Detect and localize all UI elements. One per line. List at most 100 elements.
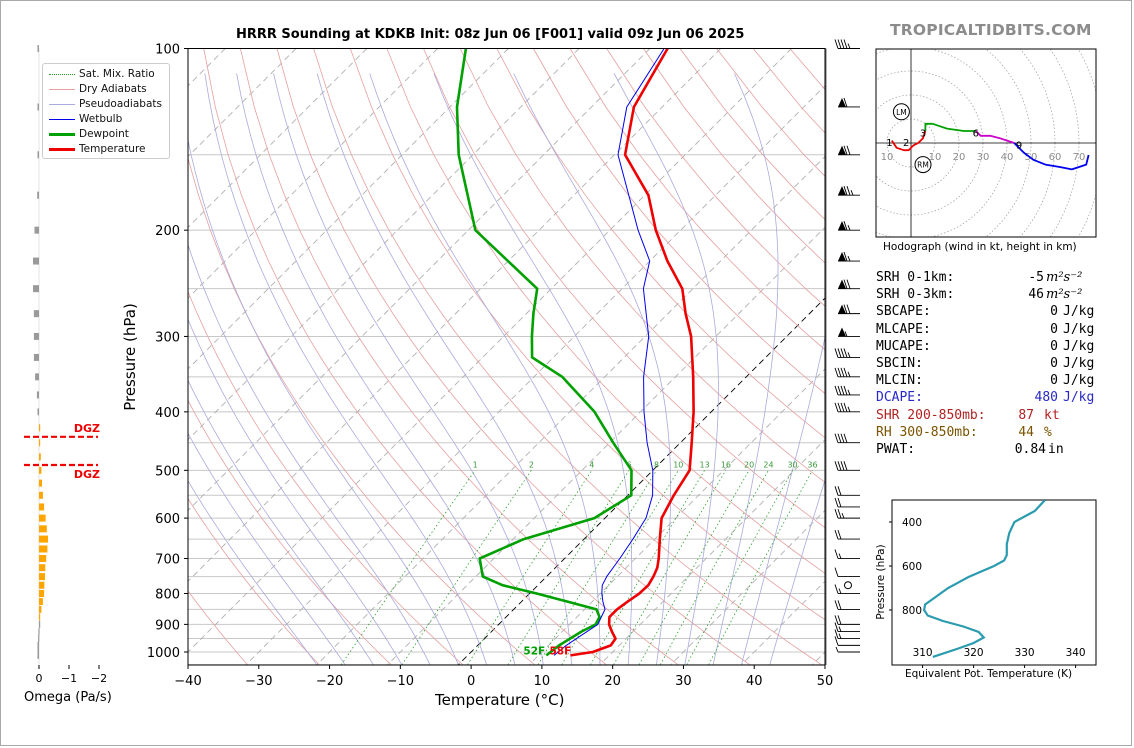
mix-ratio-label: 13 <box>699 460 709 469</box>
index-value: 0 <box>1050 338 1058 354</box>
barb-half <box>835 646 839 653</box>
hodo-series <box>975 130 1015 144</box>
barb-full <box>837 615 842 625</box>
dry-adiabat-line <box>313 48 822 665</box>
barb-full <box>840 385 845 396</box>
pseudoadiabat-line <box>204 73 487 665</box>
barb-full <box>834 486 839 496</box>
theta-y-tick-label: 800 <box>902 605 922 617</box>
omega-bar <box>39 525 47 533</box>
dry-adiabat-line <box>188 290 464 665</box>
barb-full <box>834 385 839 396</box>
omega-bar <box>37 651 39 659</box>
barb-full <box>837 497 842 508</box>
wind-barb <box>838 97 860 108</box>
pseudoadiabat-line <box>188 243 431 665</box>
wind-barb <box>838 251 860 262</box>
index-sbcin: SBCIN: 0 J/kg <box>876 356 1126 373</box>
omega-bar <box>39 545 48 553</box>
isotherm-line <box>457 297 825 665</box>
omega-bar <box>39 453 41 461</box>
mix-ratio-label: 1 <box>473 460 478 469</box>
index-label: RH 300-850mb: <box>876 424 978 440</box>
legend-label: Dry Adiabats <box>79 83 147 95</box>
hodo-series <box>1013 142 1090 171</box>
barb-flag <box>838 186 846 196</box>
barb-half <box>844 331 848 337</box>
hodo-series <box>891 130 927 152</box>
omega-bar <box>33 353 39 361</box>
barb-full <box>837 486 842 496</box>
omega-bar <box>39 598 43 606</box>
barb-half <box>847 406 851 413</box>
pseudoadiabat-line <box>188 379 374 665</box>
index-rh: RH 300-850mb: 44 % <box>876 425 1126 442</box>
wind-barb <box>838 221 860 231</box>
hodo-height-label: 9 <box>1016 140 1022 151</box>
wind-barb <box>834 367 860 378</box>
theta-e-y-label: Pressure (hPa) <box>875 544 887 620</box>
y-axis-label: Pressure (hPa) <box>121 303 139 411</box>
surface-temperature-label: 58F <box>549 645 571 657</box>
index-label: DCAPE: <box>876 390 923 406</box>
isotherm-line <box>188 48 722 582</box>
pseudoadiabat-line <box>188 480 318 665</box>
sat-mix-ratio-line <box>507 470 630 665</box>
index-unit: J/kg <box>1063 355 1095 371</box>
index-unit: J/kg <box>1063 304 1095 320</box>
barb-full <box>834 615 839 625</box>
barb-flag <box>838 279 846 289</box>
hodo-ring-label: 20 <box>953 152 966 163</box>
x-tick-label: 0 <box>467 674 475 689</box>
pseudoadiabat-line <box>741 335 825 665</box>
isotherm-line <box>316 155 825 665</box>
barb-half <box>847 225 851 231</box>
sat-mix-ratio-line <box>638 470 750 665</box>
barb-half <box>838 626 842 632</box>
mix-ratio-label: 10 <box>673 460 683 469</box>
isotherm-line <box>188 48 368 228</box>
wind-barb <box>834 385 860 396</box>
isotherm-line <box>188 48 580 441</box>
barb-full <box>834 567 839 577</box>
legend-label: Dewpoint <box>79 128 129 140</box>
wind-barb <box>834 508 860 519</box>
x-tick-label: −40 <box>174 674 201 689</box>
sat-mix-ratio-line <box>613 470 727 665</box>
sat-mix-ratio-line <box>340 470 476 665</box>
barb-full <box>843 304 848 314</box>
sat-mix-ratio-line <box>467 470 593 665</box>
barb-flag <box>838 145 846 155</box>
legend-swatch <box>49 148 75 151</box>
x-tick-label: 10 <box>534 674 551 689</box>
hodo-ring-label: 10 <box>881 152 894 163</box>
chart-title: HRRR Sounding at KDKB Init: 08z Jun 06 [… <box>236 27 745 42</box>
omega-bar <box>37 641 39 649</box>
barb-flag <box>838 327 846 337</box>
barb-full <box>834 367 839 377</box>
omega-bar <box>38 635 40 643</box>
omega-bar <box>39 503 45 511</box>
x-tick-label: 50 <box>817 674 834 689</box>
isotherm-line <box>387 226 825 665</box>
barb-full <box>846 304 851 314</box>
index-dcape: DCAPE: 480 J/kg <box>876 390 1126 407</box>
barb-flag <box>838 97 846 107</box>
y-tick-label: 600 <box>155 512 180 527</box>
barb-half <box>847 352 851 358</box>
barb-full <box>840 461 845 471</box>
storm-motion-marker <box>892 103 910 121</box>
wind-barb <box>834 348 860 358</box>
index-mucape: MUCAPE: 0 J/kg <box>876 339 1126 356</box>
barb-full <box>834 549 839 559</box>
pseudoadiabat-line <box>273 73 544 665</box>
index-mlcape: MLCAPE: 0 J/kg <box>876 322 1126 339</box>
legend-label: Temperature <box>79 143 146 155</box>
pseudoadiabat-line <box>236 73 516 665</box>
y-tick-label: 300 <box>155 330 180 345</box>
y-tick-label: 1000 <box>147 646 180 661</box>
index-unit: J/kg <box>1063 338 1095 354</box>
isotherm-line <box>188 48 792 653</box>
barb-full <box>846 186 851 196</box>
wind-barb <box>834 402 860 413</box>
